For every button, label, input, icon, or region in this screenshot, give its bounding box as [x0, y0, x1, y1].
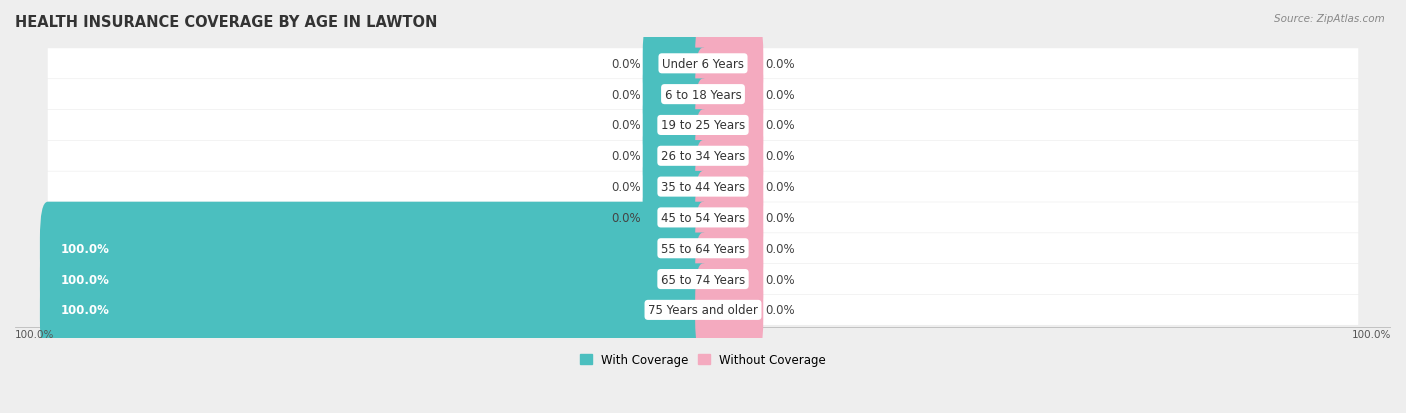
FancyBboxPatch shape — [48, 203, 1358, 233]
Text: 0.0%: 0.0% — [612, 88, 641, 101]
Text: 0.0%: 0.0% — [765, 119, 794, 132]
Text: 26 to 34 Years: 26 to 34 Years — [661, 150, 745, 163]
FancyBboxPatch shape — [695, 48, 763, 141]
FancyBboxPatch shape — [39, 233, 711, 326]
Text: 0.0%: 0.0% — [765, 273, 794, 286]
Text: 6 to 18 Years: 6 to 18 Years — [665, 88, 741, 101]
Text: 0.0%: 0.0% — [765, 180, 794, 194]
FancyBboxPatch shape — [643, 141, 711, 234]
FancyBboxPatch shape — [48, 141, 1358, 171]
FancyBboxPatch shape — [643, 18, 711, 111]
FancyBboxPatch shape — [695, 18, 763, 111]
FancyBboxPatch shape — [695, 264, 763, 356]
FancyBboxPatch shape — [643, 110, 711, 203]
FancyBboxPatch shape — [695, 141, 763, 234]
FancyBboxPatch shape — [48, 80, 1358, 110]
FancyBboxPatch shape — [695, 233, 763, 326]
Text: Under 6 Years: Under 6 Years — [662, 58, 744, 71]
FancyBboxPatch shape — [695, 202, 763, 295]
Text: 0.0%: 0.0% — [765, 150, 794, 163]
Text: 0.0%: 0.0% — [612, 180, 641, 194]
Text: 100.0%: 100.0% — [1351, 329, 1391, 339]
FancyBboxPatch shape — [48, 295, 1358, 325]
Text: Source: ZipAtlas.com: Source: ZipAtlas.com — [1274, 14, 1385, 24]
FancyBboxPatch shape — [48, 49, 1358, 79]
FancyBboxPatch shape — [39, 264, 711, 356]
Text: 19 to 25 Years: 19 to 25 Years — [661, 119, 745, 132]
Text: 0.0%: 0.0% — [612, 211, 641, 224]
FancyBboxPatch shape — [643, 79, 711, 172]
FancyBboxPatch shape — [643, 171, 711, 264]
FancyBboxPatch shape — [48, 264, 1358, 294]
FancyBboxPatch shape — [695, 171, 763, 264]
Text: 65 to 74 Years: 65 to 74 Years — [661, 273, 745, 286]
Text: 100.0%: 100.0% — [15, 329, 55, 339]
Text: 0.0%: 0.0% — [612, 58, 641, 71]
Text: 45 to 54 Years: 45 to 54 Years — [661, 211, 745, 224]
FancyBboxPatch shape — [695, 110, 763, 203]
Text: 0.0%: 0.0% — [765, 304, 794, 317]
Text: 100.0%: 100.0% — [60, 242, 110, 255]
FancyBboxPatch shape — [48, 234, 1358, 264]
FancyBboxPatch shape — [39, 202, 711, 295]
FancyBboxPatch shape — [643, 48, 711, 141]
Text: 100.0%: 100.0% — [60, 304, 110, 317]
FancyBboxPatch shape — [695, 79, 763, 172]
Text: 0.0%: 0.0% — [612, 119, 641, 132]
Text: 0.0%: 0.0% — [612, 150, 641, 163]
FancyBboxPatch shape — [48, 172, 1358, 202]
Text: 35 to 44 Years: 35 to 44 Years — [661, 180, 745, 194]
Text: 0.0%: 0.0% — [765, 211, 794, 224]
Text: 0.0%: 0.0% — [765, 242, 794, 255]
Text: 75 Years and older: 75 Years and older — [648, 304, 758, 317]
Legend: With Coverage, Without Coverage: With Coverage, Without Coverage — [575, 349, 831, 371]
FancyBboxPatch shape — [48, 111, 1358, 141]
Text: 55 to 64 Years: 55 to 64 Years — [661, 242, 745, 255]
Text: 100.0%: 100.0% — [60, 273, 110, 286]
Text: 0.0%: 0.0% — [765, 88, 794, 101]
Text: HEALTH INSURANCE COVERAGE BY AGE IN LAWTON: HEALTH INSURANCE COVERAGE BY AGE IN LAWT… — [15, 15, 437, 30]
Text: 0.0%: 0.0% — [765, 58, 794, 71]
